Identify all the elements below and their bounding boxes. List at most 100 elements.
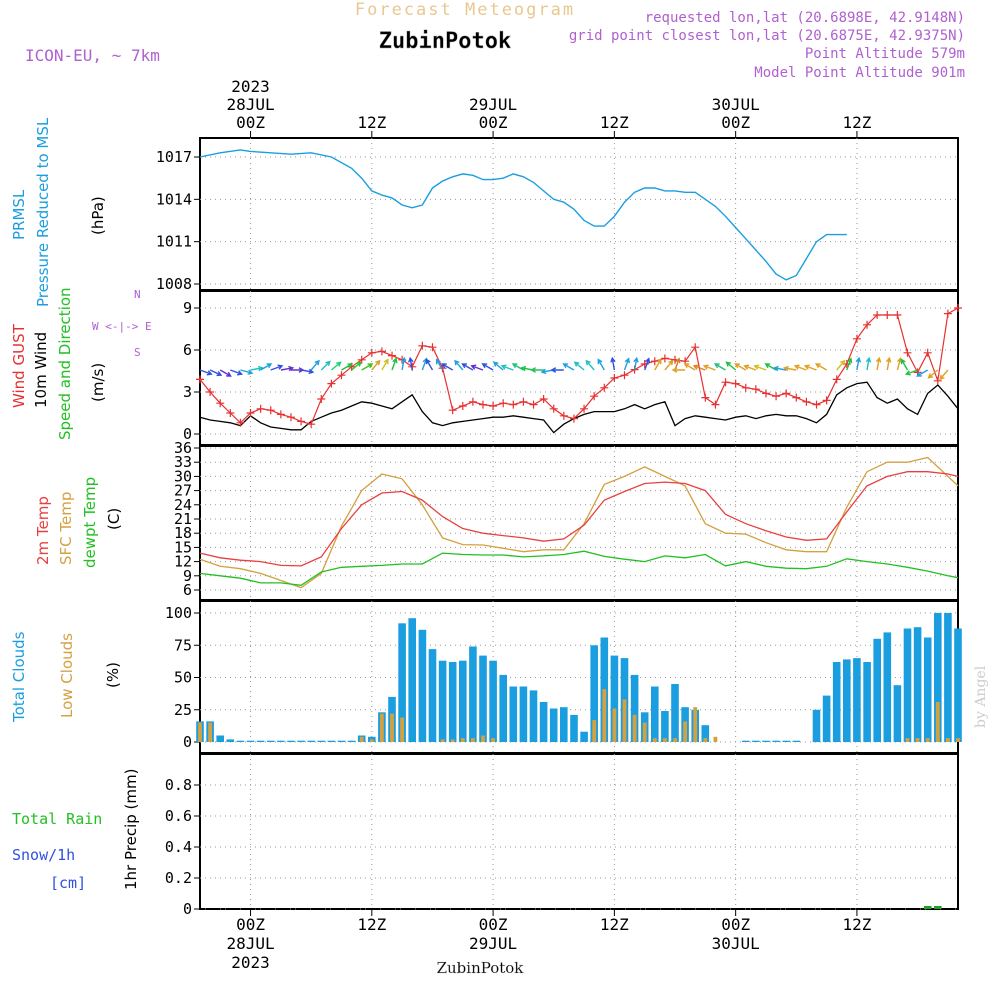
wind-direction-arrow [454, 359, 464, 371]
wind-direction-arrow [550, 367, 564, 373]
temperature-ytick-label: 15 [174, 538, 192, 556]
total-cloud-bar [863, 662, 871, 742]
precipitation-ytick-label: 0.8 [165, 776, 192, 794]
wind-direction-arrow [644, 357, 651, 371]
total-cloud-bar [822, 695, 831, 742]
rain-bar [934, 906, 942, 909]
wind-direction-arrow [381, 358, 389, 371]
total-cloud-bar [337, 740, 346, 742]
gust-marker [721, 378, 730, 387]
total-cloud-bar [610, 655, 619, 742]
wind-direction-arrow [713, 363, 726, 371]
total-cloud-bar [519, 686, 528, 742]
wind-direction-arrow [633, 356, 639, 371]
wind-direction-arrow [865, 356, 872, 371]
rain-label: Total Rain [12, 810, 102, 828]
bottom-time-label: 12Z [600, 915, 629, 934]
total-cloud-bar [651, 686, 659, 742]
total-cloud-bar [509, 686, 518, 742]
wind-direction-arrow [585, 359, 595, 371]
wind-direction-arrow [391, 357, 398, 371]
total-cloud-bar [772, 740, 780, 742]
gust-marker [883, 311, 892, 319]
top-time-label: 00Z [479, 113, 508, 132]
total-cloud-bar [934, 613, 942, 742]
wind-direction-arrow [250, 365, 264, 372]
model-altitude: Model Point Altitude 901m [754, 65, 965, 81]
low-cloud-bar [632, 714, 637, 742]
total-cloud-bar [307, 740, 315, 742]
low-cloud-bar [400, 717, 404, 742]
precipitation-frame [199, 753, 959, 910]
wind-direction-arrow [573, 361, 585, 371]
data-layer [196, 149, 962, 910]
total-cloud-bar [671, 684, 679, 742]
total-cloud-bar [297, 740, 305, 742]
gust-marker [782, 389, 791, 398]
temp-labels: 2m Temp SFC Temp dewpt Temp (C) [34, 477, 123, 568]
low-cloud-bar [683, 721, 687, 742]
total-cloud-bar [853, 658, 861, 742]
wind-ytick-label: 0 [183, 425, 192, 443]
low-cloud-bar [208, 722, 212, 742]
wind-direction-arrow [904, 369, 918, 376]
gust-marker [499, 399, 508, 408]
gust-marker [367, 348, 376, 357]
compass-s: S [134, 346, 141, 359]
low-cloud-bar [450, 739, 455, 742]
wind-direction-arrow [270, 364, 284, 371]
gust-marker [468, 397, 477, 406]
low-cloud-bar [642, 722, 647, 742]
gust-marker [297, 417, 306, 426]
total-cloud-bar [812, 709, 821, 743]
wind-direction-arrow [371, 359, 381, 371]
wind-direction-arrow [361, 363, 374, 371]
clouds-unit: (%) [104, 662, 122, 688]
product-title: Forecast Meteogram [355, 0, 575, 20]
wind-direction-arrow [562, 363, 575, 371]
wind-direction-arrow [793, 364, 807, 371]
pressure-label-2: Pressure Reduced to MSL [34, 117, 52, 307]
wind-direction-arrow [492, 361, 504, 371]
total-cloud-bar [267, 740, 275, 742]
total-clouds-label: Total Clouds [10, 631, 28, 723]
wind-direction-arrow [702, 364, 716, 371]
total-cloud-bar [580, 731, 588, 742]
dewpoint-line [199, 550, 959, 586]
wind-direction-arrow [743, 364, 757, 371]
low-cloud-bar [905, 738, 910, 742]
wind-direction-arrow [240, 369, 254, 375]
low-cloud-bar [592, 720, 597, 742]
gust-marker [529, 400, 538, 409]
gust-marker [822, 396, 831, 405]
wind-unit: (m/s) [89, 363, 107, 402]
total-cloud-bar [226, 739, 235, 742]
low-cloud-bar [440, 739, 445, 742]
total-cloud-bar [469, 646, 477, 742]
total-cloud-bar [277, 740, 285, 742]
low-cloud-bar [925, 738, 930, 742]
gust-marker [590, 392, 599, 401]
wind-direction-arrow [623, 357, 630, 371]
top-time-label: 12Z [357, 113, 386, 132]
total-cloud-bar [327, 740, 336, 742]
low-cloud-bar [703, 738, 708, 742]
gust-marker [812, 400, 821, 409]
total-cloud-bar [459, 660, 467, 742]
wind-direction-arrow [610, 356, 616, 371]
gust-marker [660, 354, 669, 363]
wind-direction-arrow [814, 363, 827, 371]
wind-direction-arrow [511, 363, 524, 371]
total-cloud-bar [762, 740, 770, 742]
top-time-label: 12Z [600, 113, 629, 132]
wind-direction-arrow [260, 363, 273, 371]
low-cloud-bar [652, 738, 657, 742]
precipitation-ytick-label: 0.2 [165, 869, 192, 887]
gust-marker [701, 393, 710, 402]
bottom-time-label: 00Z [721, 915, 750, 934]
gust-marker [711, 400, 720, 409]
t2m-label: 2m Temp [34, 496, 52, 565]
gust-marker [357, 355, 366, 364]
low-cloud-bar [369, 739, 374, 742]
wind-direction-arrow [753, 364, 767, 371]
